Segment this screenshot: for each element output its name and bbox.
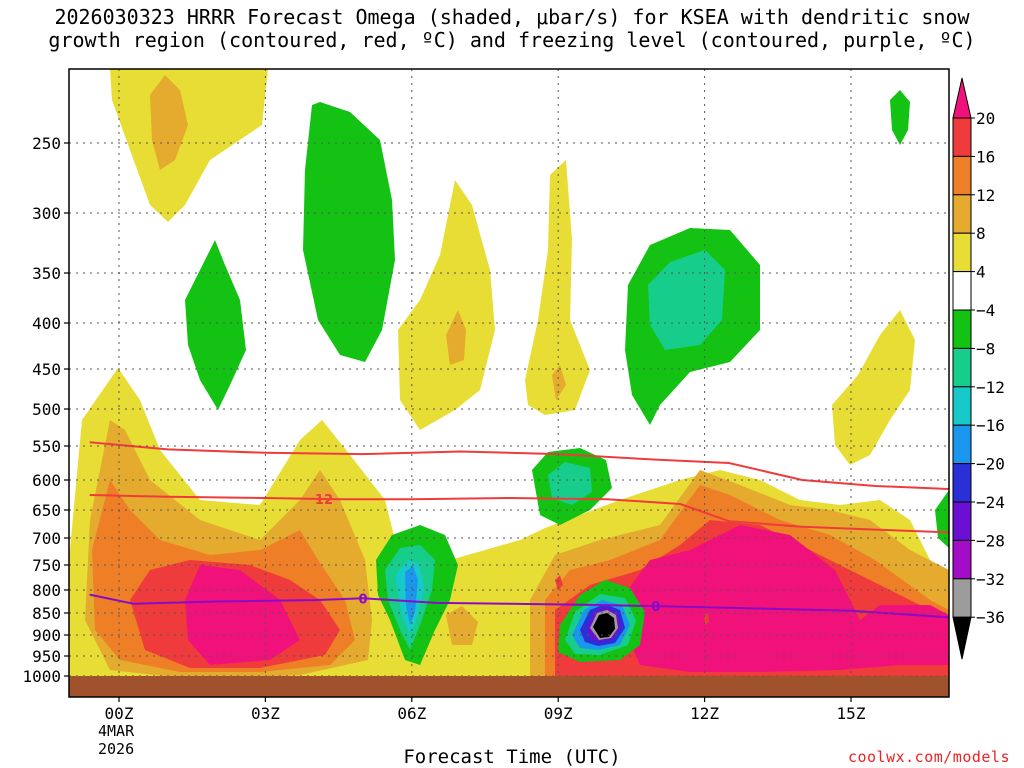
contour-label: 0 <box>651 600 660 615</box>
colorbar-swatch <box>952 155 972 196</box>
colorbar-label: −32 <box>976 570 1005 589</box>
colorbar-label: 8 <box>976 224 986 243</box>
colorbar-swatch <box>952 501 972 541</box>
date-line-1: 4MAR <box>98 722 135 740</box>
y-tick-label: 550 <box>32 437 61 456</box>
colorbar-swatch <box>952 194 972 234</box>
colorbar-label: 12 <box>976 186 995 205</box>
colorbar-swatch <box>952 347 972 388</box>
title-line-2: growth region (contoured, red, ºC) and f… <box>48 28 976 52</box>
y-tick-label: 950 <box>32 647 61 666</box>
y-tick-label: 450 <box>32 360 61 379</box>
colorbar-swatch <box>952 616 972 660</box>
colorbar-label: −24 <box>976 493 1005 512</box>
colorbar-swatch <box>952 463 972 503</box>
contour-line <box>89 494 949 534</box>
colorbar-swatch <box>952 386 972 426</box>
colorbar-swatch <box>952 271 972 311</box>
omega-fill-teal-2 <box>548 462 592 505</box>
colorbar-swatch <box>952 77 972 119</box>
omega-fill-red-4 <box>704 612 709 625</box>
y-axis: 250 300 350 400 450 500 550 600 650 700 750 800 850 9… <box>22 134 69 686</box>
colorbar-label: −4 <box>976 301 995 320</box>
omega-fill-green-2 <box>185 240 246 410</box>
y-tick-label: 400 <box>32 314 61 333</box>
y-tick-label: 850 <box>32 604 61 623</box>
y-tick-label: 1000 <box>22 667 61 686</box>
x-tick-label: 12Z <box>690 704 719 723</box>
omega-fill-magenta-1 <box>185 565 300 665</box>
y-tick-label: 300 <box>32 204 61 223</box>
omega-fill-teal-1 <box>648 250 725 350</box>
omega-fill-yellow-5 <box>832 310 915 465</box>
date-line-2: 2026 <box>98 740 135 758</box>
colorbar-label: 20 <box>976 109 995 128</box>
colorbar-label: −36 <box>976 608 1005 627</box>
chart-title: 2026030323 HRRR Forecast Omega (shaded, … <box>0 6 1024 52</box>
colorbar-label: −12 <box>976 378 1005 397</box>
y-tick-label: 500 <box>32 400 61 419</box>
omega-fill-yellow-3 <box>398 180 495 430</box>
omega-fill-yellow-4 <box>525 160 590 415</box>
colorbar-swatch <box>952 309 972 349</box>
date-label: 4MAR 2026 <box>98 722 134 758</box>
colorbar-label: −16 <box>976 416 1005 435</box>
omega-fill-gold-2 <box>446 310 466 365</box>
colorbar-label: −28 <box>976 531 1005 550</box>
omega-fill-green-1 <box>303 102 395 362</box>
omega-fill-green-6 <box>935 490 949 548</box>
title-line-1: 2026030323 HRRR Forecast Omega (shaded, … <box>54 5 970 29</box>
colorbar-swatch <box>952 232 972 273</box>
credit-link[interactable]: coolwx.com/models <box>847 748 1010 766</box>
y-tick-label: 350 <box>32 264 61 283</box>
omega-fill-gold-3 <box>552 365 566 400</box>
y-tick-label: 700 <box>32 529 61 548</box>
y-tick-label: 250 <box>32 134 61 153</box>
omega-fill-magenta-2 <box>620 525 949 672</box>
colorbar-label: 16 <box>976 147 995 166</box>
colorbar: 20 16 12 8 4 −4 −8 −12 −16 −20 −24 −28 −32 −36 <box>952 77 1005 660</box>
contour-label: 0 <box>358 592 367 607</box>
omega-fill-yellow-1 <box>110 69 268 222</box>
x-tick-label: 15Z <box>837 704 866 723</box>
colorbar-label: −20 <box>976 455 1005 474</box>
omega-fill-black-1 <box>593 613 615 638</box>
omega-fill-gold-1 <box>150 75 188 170</box>
x-tick-label: 06Z <box>397 704 426 723</box>
x-axis: 00Z 03Z 06Z 09Z 12Z 15Z <box>105 697 866 723</box>
contour-label: 12 <box>315 493 333 508</box>
contour-line <box>89 593 949 619</box>
colorbar-label: −8 <box>976 339 995 358</box>
ground-terrain <box>69 676 949 697</box>
y-tick-label: 600 <box>32 471 61 490</box>
y-tick-label: 800 <box>32 581 61 600</box>
plot-frame <box>68 68 950 698</box>
omega-fill-red-3 <box>555 575 563 590</box>
colorbar-swatch <box>952 424 972 465</box>
x-tick-label: 09Z <box>544 704 573 723</box>
x-tick-label: 00Z <box>105 704 134 723</box>
y-tick-label: 750 <box>32 556 61 575</box>
colorbar-label: 4 <box>976 263 986 282</box>
x-axis-label: Forecast Time (UTC) <box>403 746 621 768</box>
omega-fill-green-4 <box>890 90 910 145</box>
y-tick-label: 650 <box>32 501 61 520</box>
colorbar-swatch <box>952 117 972 157</box>
contour-line <box>89 441 949 490</box>
y-tick-label: 900 <box>32 626 61 645</box>
colorbar-swatch <box>952 578 972 618</box>
x-tick-label: 03Z <box>251 704 280 723</box>
colorbar-swatch <box>952 539 972 580</box>
